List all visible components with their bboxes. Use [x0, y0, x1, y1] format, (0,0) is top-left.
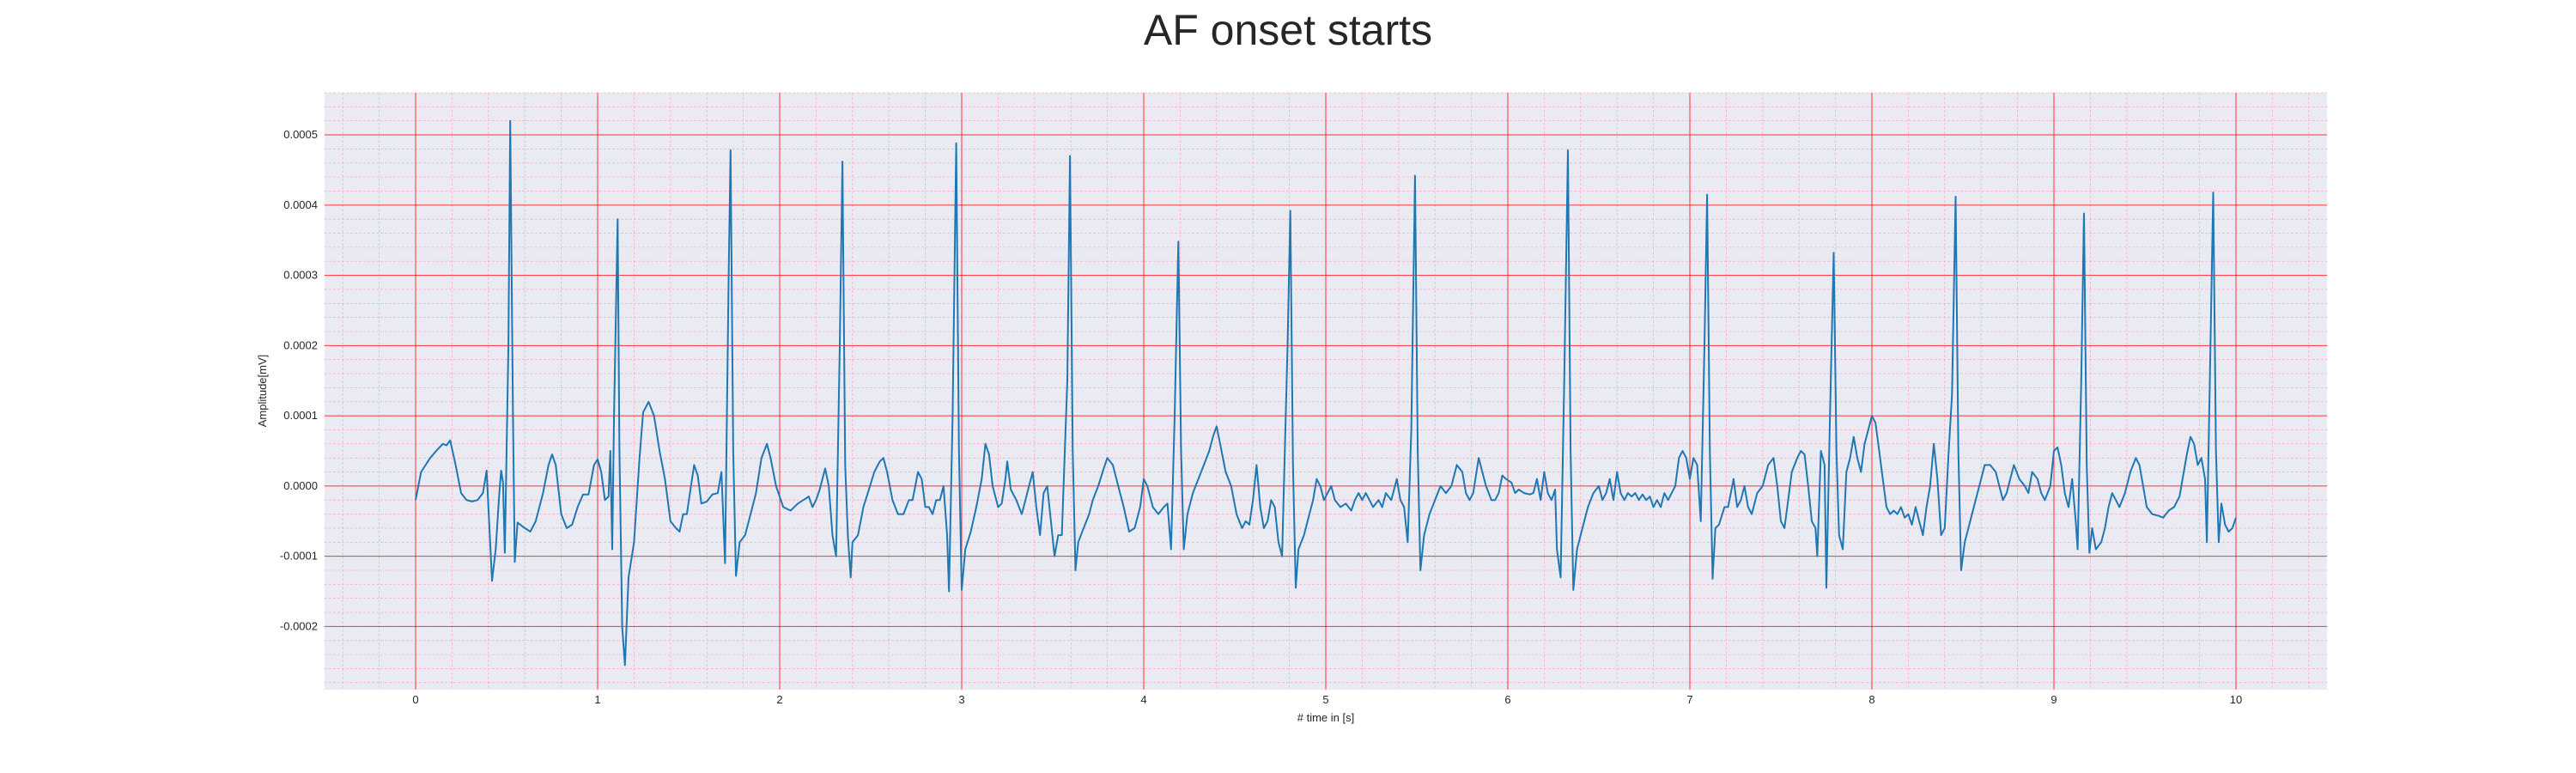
x-tick-label: 7 [1686, 693, 1692, 706]
x-axis-label: # time in [s] [1297, 711, 1354, 724]
x-tick-label: 8 [1868, 693, 1874, 706]
x-tick-label: 3 [958, 693, 964, 706]
ecg-series-line [415, 119, 2237, 666]
y-tick-label: 0.0002 [283, 338, 318, 351]
y-tick-label: 0.0001 [283, 409, 318, 422]
y-tick-label: 0.0004 [283, 198, 318, 211]
x-tick-label: 10 [2230, 693, 2242, 706]
y-axis-label: Amplitude[mV] [256, 355, 269, 428]
x-tick-label: 2 [776, 693, 782, 706]
y-tick-label: 0.0000 [283, 479, 318, 492]
x-tick-label: 6 [1504, 693, 1510, 706]
series-layer [415, 119, 2237, 666]
y-tick-label: -0.0002 [280, 619, 318, 632]
x-tick-label: 5 [1322, 693, 1328, 706]
y-tick-label: -0.0001 [280, 550, 318, 563]
major-grid [325, 93, 2327, 690]
y-tick-label: 0.0005 [283, 128, 318, 141]
x-tick-label: 0 [412, 693, 418, 706]
x-tick-labels: 0 1 2 3 4 5 6 7 8 9 10 [412, 693, 2242, 706]
x-tick-label: 9 [2050, 693, 2057, 706]
x-tick-label: 4 [1140, 693, 1146, 706]
y-tick-label: 0.0003 [283, 269, 318, 282]
x-tick-label: 1 [594, 693, 600, 706]
chart-title: AF onset starts [1144, 6, 1432, 54]
y-tick-labels: -0.0002 -0.0001 0.0000 0.0001 0.0002 0.0003 0.… [280, 128, 318, 632]
